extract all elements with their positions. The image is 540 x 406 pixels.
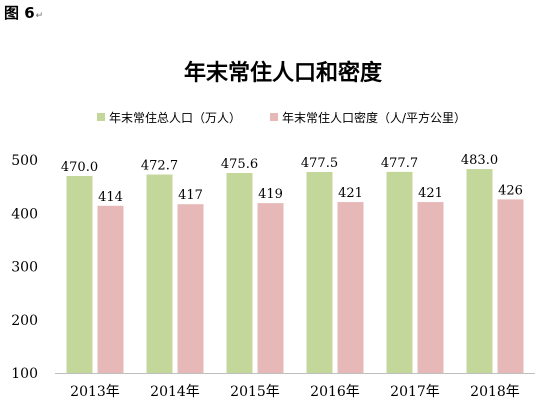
bars: 470.0414472.7417475.6419477.5421477.7421… <box>61 153 524 373</box>
x-tick-label: 2016年 <box>310 384 360 400</box>
data-label: 477.7 <box>381 156 418 171</box>
y-tick-label: 300 <box>11 260 38 276</box>
legend-label: 年末常住人口密度（人/平方公里） <box>282 110 466 125</box>
x-tick-label: 2013年 <box>70 384 120 400</box>
bar-population <box>386 171 413 373</box>
legend-swatch <box>97 113 105 121</box>
y-tick-label: 200 <box>11 313 38 329</box>
bar-density <box>497 199 524 373</box>
data-label: 419 <box>258 187 283 202</box>
bar-population <box>466 169 493 373</box>
data-label: 472.7 <box>141 159 178 174</box>
chart-title: 年末常住人口和密度 <box>184 60 383 86</box>
x-tick-label: 2017年 <box>390 384 440 400</box>
bar-density <box>97 205 124 373</box>
y-tick-label: 400 <box>11 206 38 222</box>
bar-density <box>257 203 284 373</box>
bar-density <box>417 202 444 373</box>
data-label: 483.0 <box>461 153 498 168</box>
bar-population <box>66 175 93 373</box>
data-label: 477.5 <box>301 156 338 171</box>
data-label: 470.0 <box>61 160 98 175</box>
data-label: 421 <box>338 186 363 201</box>
data-label: 475.6 <box>221 157 258 172</box>
data-label: 421 <box>418 186 443 201</box>
x-tick-label: 2014年 <box>150 384 200 400</box>
bar-population <box>226 172 253 373</box>
legend-swatch <box>270 113 278 121</box>
chart-legend: 年末常住总人口（万人） 年末常住人口密度（人/平方公里） <box>97 110 466 125</box>
data-label: 417 <box>178 188 203 203</box>
x-axis: 2013年 2014年 2015年 2016年 2017年 2018年 <box>55 373 535 400</box>
y-tick-label: 100 <box>11 366 38 382</box>
figure-label: 图 6↵ <box>4 2 43 23</box>
x-tick-label: 2015年 <box>230 384 280 400</box>
x-tick-label: 2018年 <box>470 384 520 400</box>
y-axis: 100 200 300 400 500 <box>11 153 38 382</box>
y-tick-label: 500 <box>11 153 38 169</box>
bar-density <box>177 204 204 373</box>
data-label: 414 <box>98 190 123 205</box>
bar-density <box>337 202 364 373</box>
figure-label-text: 图 6 <box>4 4 35 22</box>
data-label: 426 <box>498 183 523 198</box>
return-mark-icon: ↵ <box>35 11 44 21</box>
legend-label: 年末常住总人口（万人） <box>109 111 241 125</box>
bar-population <box>306 171 333 373</box>
bar-population <box>146 174 173 373</box>
